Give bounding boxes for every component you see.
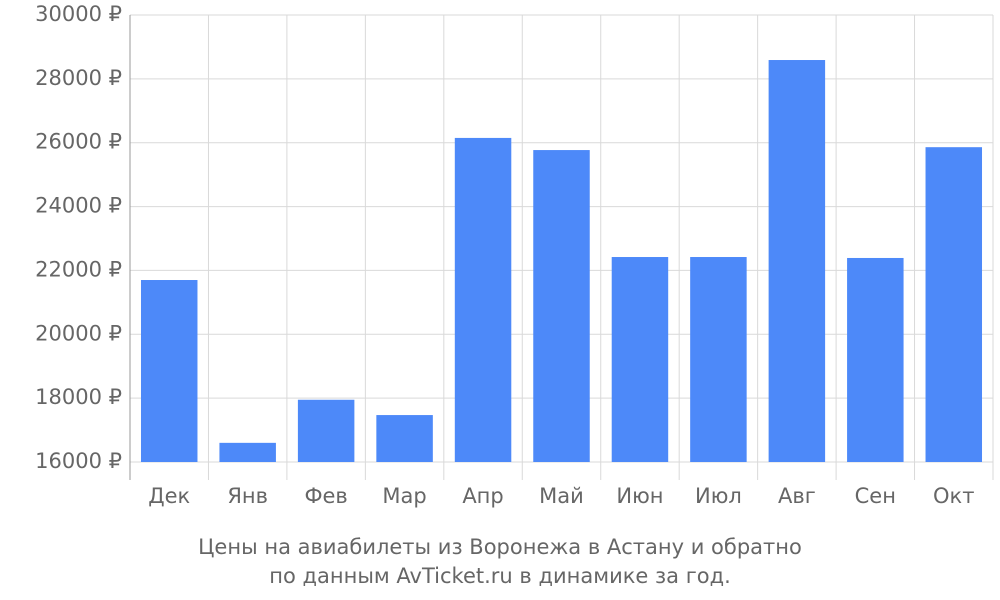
bar — [140, 280, 198, 462]
x-tick-label: Май — [539, 484, 584, 508]
bar — [454, 137, 512, 463]
x-tick-label: Янв — [227, 484, 268, 508]
y-tick-label: 24000 ₽ — [35, 194, 122, 218]
x-tick-label: Июл — [695, 484, 742, 508]
bar — [925, 147, 983, 463]
bar — [690, 257, 747, 462]
x-tick-label: Авг — [778, 484, 816, 508]
y-tick-label: 30000 ₽ — [35, 2, 122, 26]
bar — [219, 442, 276, 462]
x-tick-label: Сен — [855, 484, 896, 508]
bar — [847, 257, 904, 462]
y-tick-label: 26000 ₽ — [35, 130, 122, 154]
chart-subtitle: по данным AvTicket.ru в динамике за год. — [269, 564, 731, 588]
x-tick-label: Фев — [304, 484, 347, 508]
x-tick-label: Мар — [382, 484, 426, 508]
x-tick-label: Окт — [933, 484, 974, 508]
y-tick-label: 28000 ₽ — [35, 66, 122, 90]
y-tick-label: 16000 ₽ — [35, 449, 122, 473]
bar — [768, 60, 826, 462]
bar — [376, 415, 433, 462]
chart-title: Цены на авиабилеты из Воронежа в Астану … — [198, 535, 802, 559]
bar — [533, 150, 590, 462]
x-tick-label: Апр — [462, 484, 503, 508]
bar — [611, 257, 669, 462]
y-tick-label: 18000 ₽ — [35, 385, 122, 409]
x-tick-label: Июн — [616, 484, 663, 508]
y-tick-label: 20000 ₽ — [35, 321, 122, 345]
x-tick-label: Дек — [148, 484, 190, 508]
y-tick-label: 22000 ₽ — [35, 257, 122, 281]
bar — [297, 399, 355, 462]
